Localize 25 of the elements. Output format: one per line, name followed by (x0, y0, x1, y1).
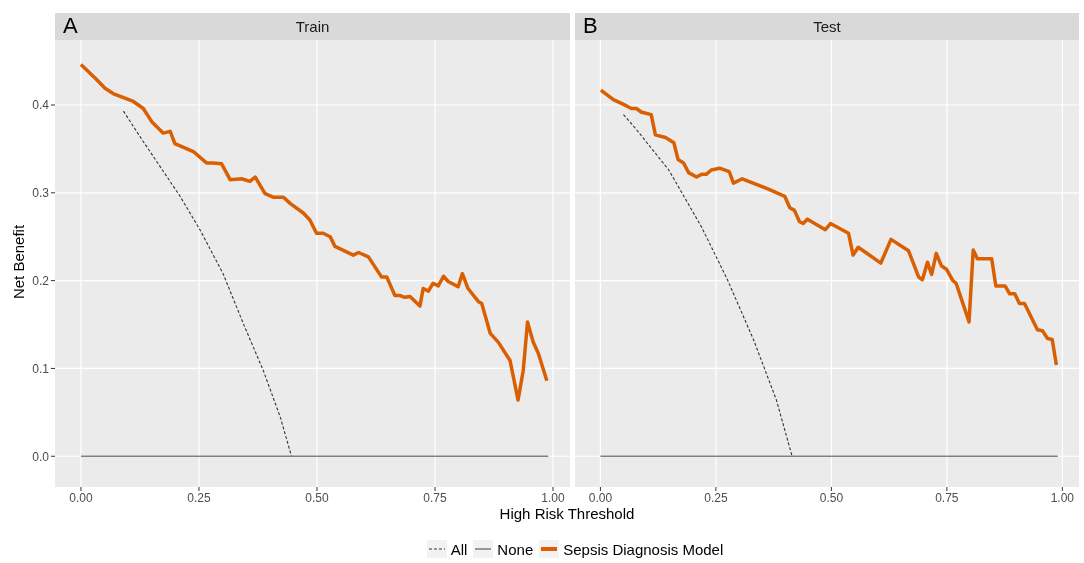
x-tick-label: 0.50 (819, 490, 844, 505)
chart-title: B (583, 12, 598, 40)
y-axis-title: Net Benefit (9, 224, 27, 300)
chart-subtitle: Test (813, 18, 841, 35)
y-tick-label: 0.4 (32, 98, 50, 113)
x-tick-label: 0.00 (588, 490, 613, 505)
x-tick-label: 0.25 (187, 490, 211, 505)
line-series (79, 62, 549, 402)
x-tick-label: 0.00 (69, 490, 93, 505)
legend-label: None (497, 540, 534, 558)
chart-subtitle: Train (295, 18, 330, 35)
y-tick-label: 0.3 (32, 186, 50, 201)
legend-label: Sepsis Diagnosis Model (563, 540, 724, 558)
x-axis-title: High Risk Threshold (498, 505, 636, 522)
x-tick-label: 0.75 (935, 490, 959, 505)
x-tick-label: 0.50 (305, 490, 329, 505)
chart-title: A (63, 12, 78, 40)
y-tick-label: 0.0 (32, 449, 50, 464)
x-tick-label: 1.00 (1050, 490, 1075, 505)
y-tick-label: 0.2 (32, 273, 50, 288)
x-tick-label: 1.00 (541, 490, 566, 505)
legend-label: All (450, 540, 468, 558)
y-tick-label: 0.1 (32, 361, 50, 376)
x-tick-label: 0.25 (704, 490, 728, 505)
x-tick-label: 0.75 (423, 490, 447, 505)
